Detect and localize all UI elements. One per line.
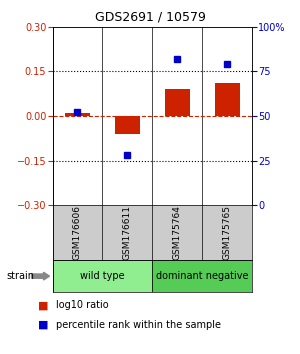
Bar bbox=[52, 260, 152, 292]
Bar bbox=[65, 113, 90, 116]
Text: GDS2691 / 10579: GDS2691 / 10579 bbox=[94, 11, 206, 24]
Text: strain: strain bbox=[6, 271, 34, 281]
Text: percentile rank within the sample: percentile rank within the sample bbox=[56, 320, 220, 330]
Bar bbox=[152, 260, 252, 292]
Text: dominant negative: dominant negative bbox=[156, 271, 248, 281]
Bar bbox=[115, 116, 140, 134]
Bar bbox=[214, 83, 239, 116]
Text: GSM176611: GSM176611 bbox=[123, 205, 132, 260]
Text: GSM176606: GSM176606 bbox=[73, 205, 82, 260]
Text: ■: ■ bbox=[38, 320, 48, 330]
Text: wild type: wild type bbox=[80, 271, 125, 281]
Text: GSM175765: GSM175765 bbox=[223, 205, 232, 260]
Bar bbox=[165, 89, 190, 116]
Text: ■: ■ bbox=[38, 300, 48, 310]
Text: GSM175764: GSM175764 bbox=[173, 205, 182, 260]
Text: log10 ratio: log10 ratio bbox=[56, 300, 108, 310]
